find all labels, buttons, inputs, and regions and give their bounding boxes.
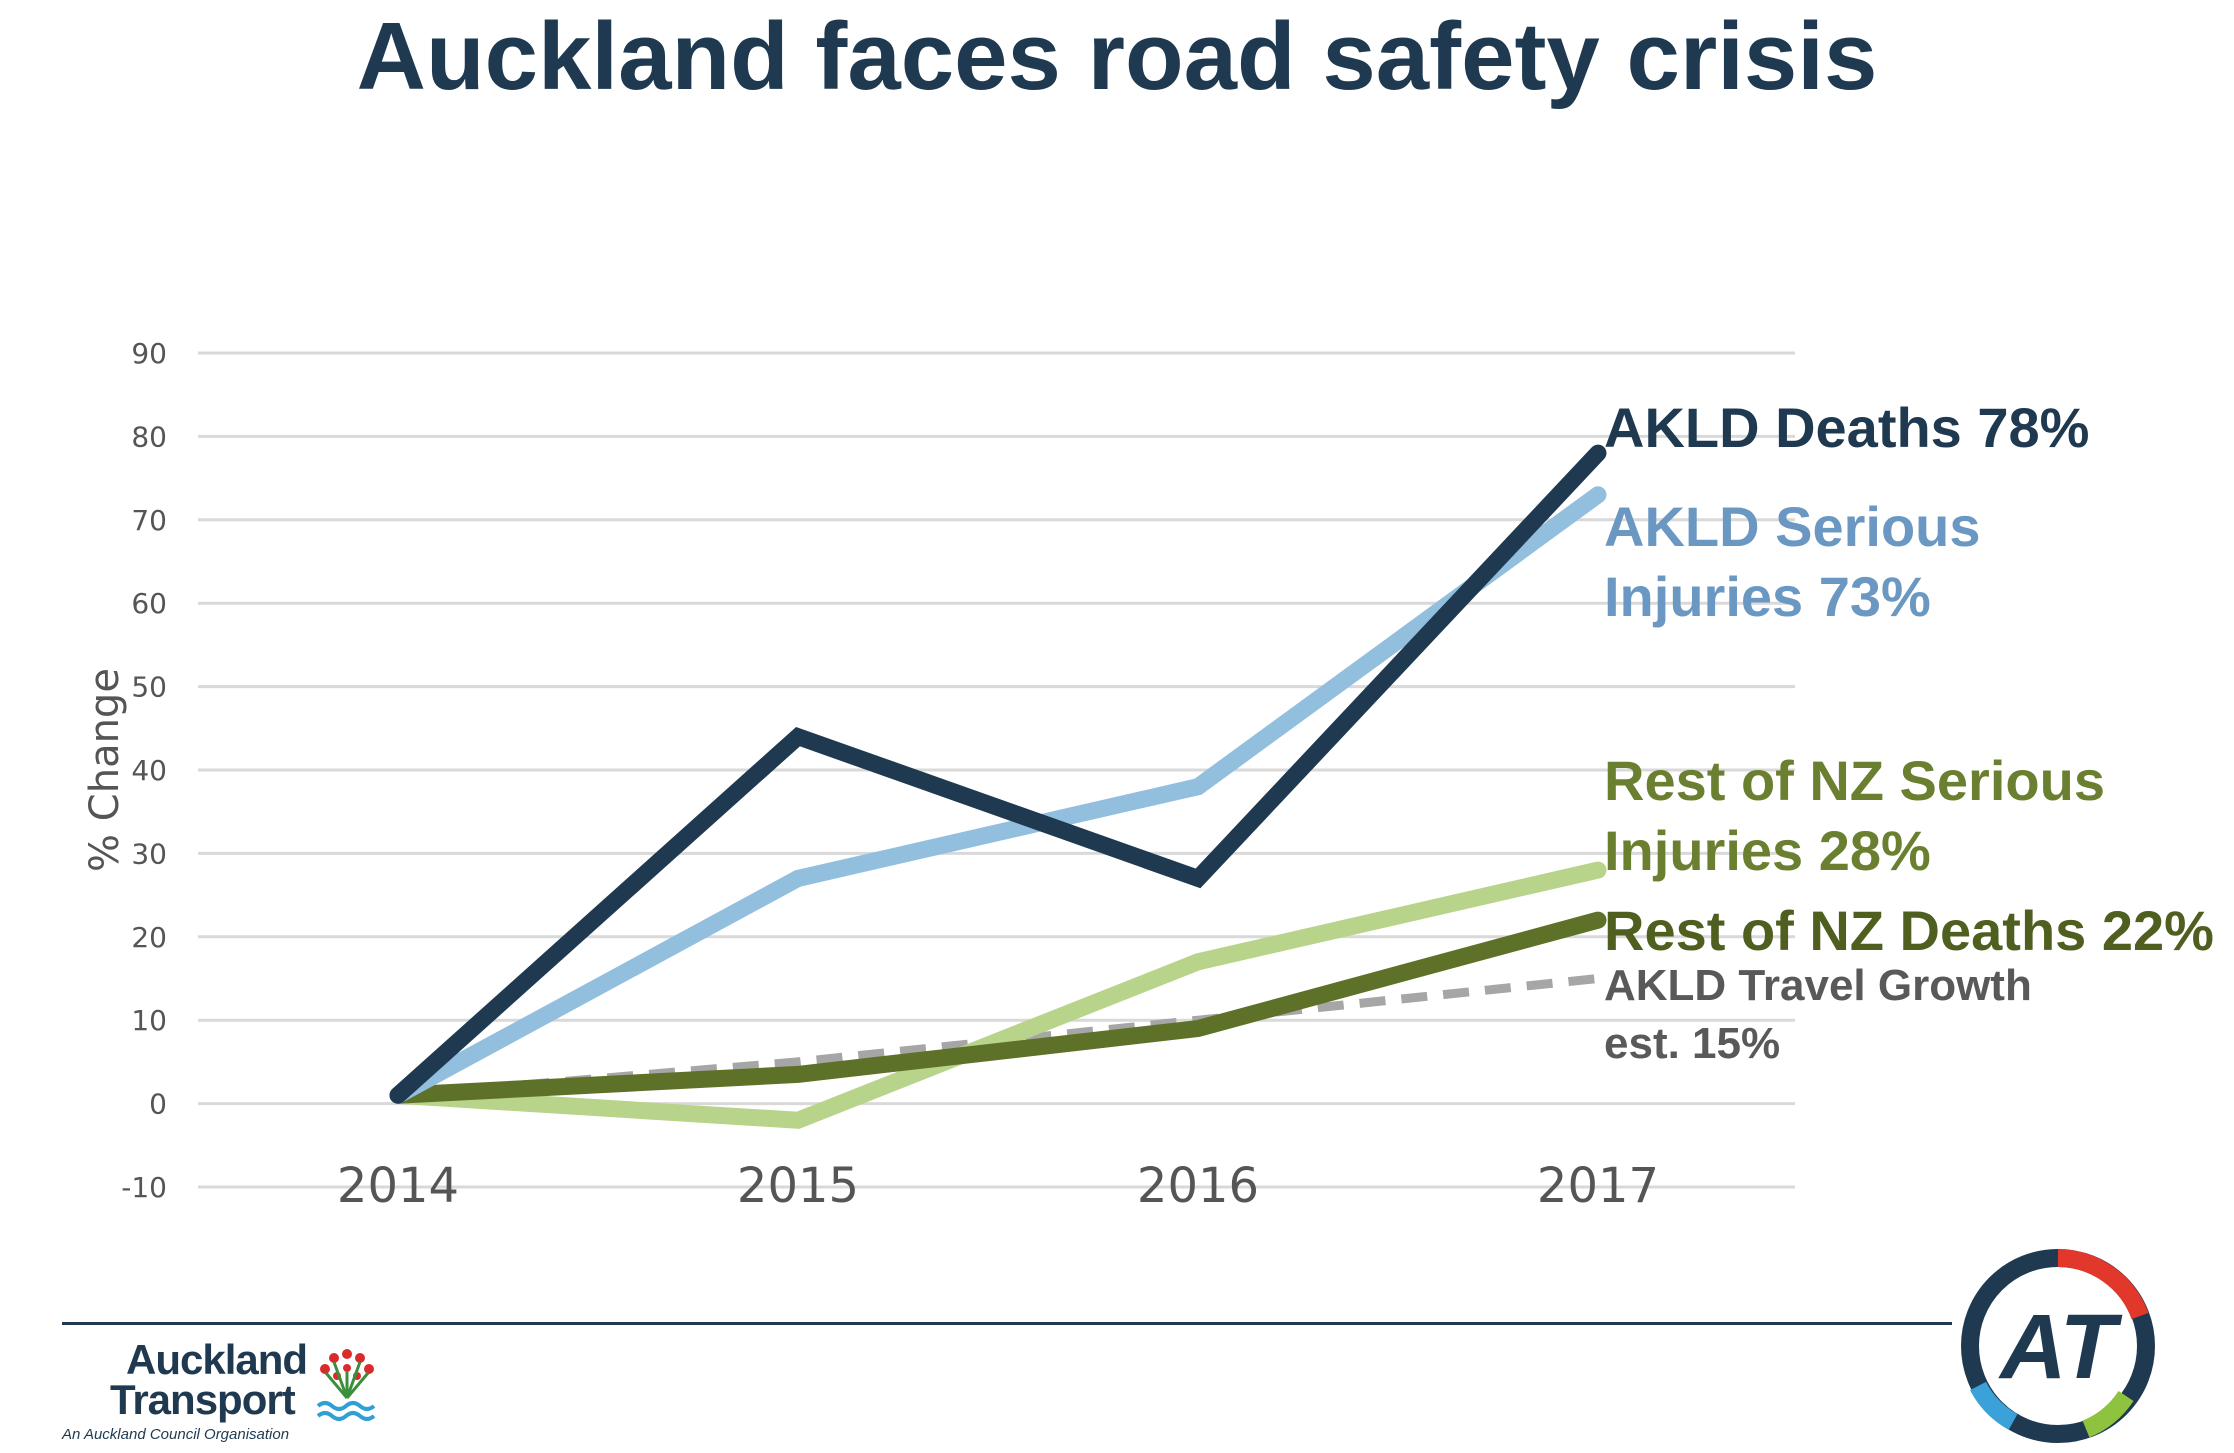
pohutukawa-flower-icon: [316, 1349, 376, 1421]
series-label: Rest of NZ Serious: [1604, 749, 2105, 812]
series-label: Injuries 73%: [1604, 565, 1931, 628]
y-tick-label: -10: [121, 1171, 167, 1204]
y-tick-label: 90: [131, 337, 167, 370]
y-axis-label: % Change: [82, 668, 128, 872]
series-label: est. 15%: [1604, 1019, 1780, 1068]
y-tick-label: 30: [131, 837, 167, 870]
series-label: AKLD Deaths 78%: [1604, 396, 2089, 459]
footer-divider: [62, 1322, 1952, 1325]
series-label: AKLD Travel Growth: [1604, 961, 2032, 1010]
logo-tagline: An Auckland Council Organisation: [62, 1426, 290, 1443]
series-label: Injuries 28%: [1604, 819, 1931, 882]
y-tick-label: 60: [131, 587, 167, 620]
at-badge-text: AT: [1998, 1296, 2123, 1398]
x-tick-label: 2017: [1537, 1158, 1659, 1214]
series-label: AKLD Serious: [1604, 495, 1981, 558]
x-axis-ticks: 2014 2015 2016 2017: [337, 1158, 1659, 1214]
series-label: Rest of NZ Deaths 22%: [1604, 899, 2214, 962]
page-title: Auckland faces road safety crisis: [356, 3, 1878, 110]
series-line-akld-serious-injuries: [389, 486, 1607, 1104]
y-tick-label: 20: [131, 921, 167, 954]
series-line-rest-of-nz-serious-injuries: [389, 861, 1607, 1129]
x-tick-label: 2015: [737, 1158, 859, 1214]
y-tick-label: 10: [131, 1004, 167, 1037]
series-labels: AKLD Deaths 78% AKLD Serious Injuries 73% R…: [1604, 396, 2214, 1068]
y-tick-label: 80: [131, 420, 167, 453]
series-line-rest-of-nz-deaths: [389, 911, 1607, 1104]
y-tick-label: 40: [131, 754, 167, 787]
y-tick-label: 0: [149, 1088, 167, 1121]
x-tick-label: 2014: [337, 1158, 459, 1214]
auckland-transport-logo[interactable]: Auckland Transport An Auckland Council O…: [62, 1336, 308, 1444]
chart-gridlines: [198, 351, 1795, 1189]
at-badge-icon[interactable]: AT: [1958, 1246, 2158, 1446]
y-tick-label: 70: [131, 504, 167, 537]
chart-series: [389, 444, 1607, 1129]
x-tick-label: 2016: [1137, 1158, 1259, 1214]
logo-line-1: Auckland: [126, 1336, 308, 1383]
logo-line-2: Transport: [110, 1376, 296, 1423]
y-axis-ticks: 90 80 70 60 50 40 30 20 10 0 -10: [121, 337, 167, 1204]
y-tick-label: 50: [131, 671, 167, 704]
series-line-akld-deaths: [389, 444, 1607, 1104]
